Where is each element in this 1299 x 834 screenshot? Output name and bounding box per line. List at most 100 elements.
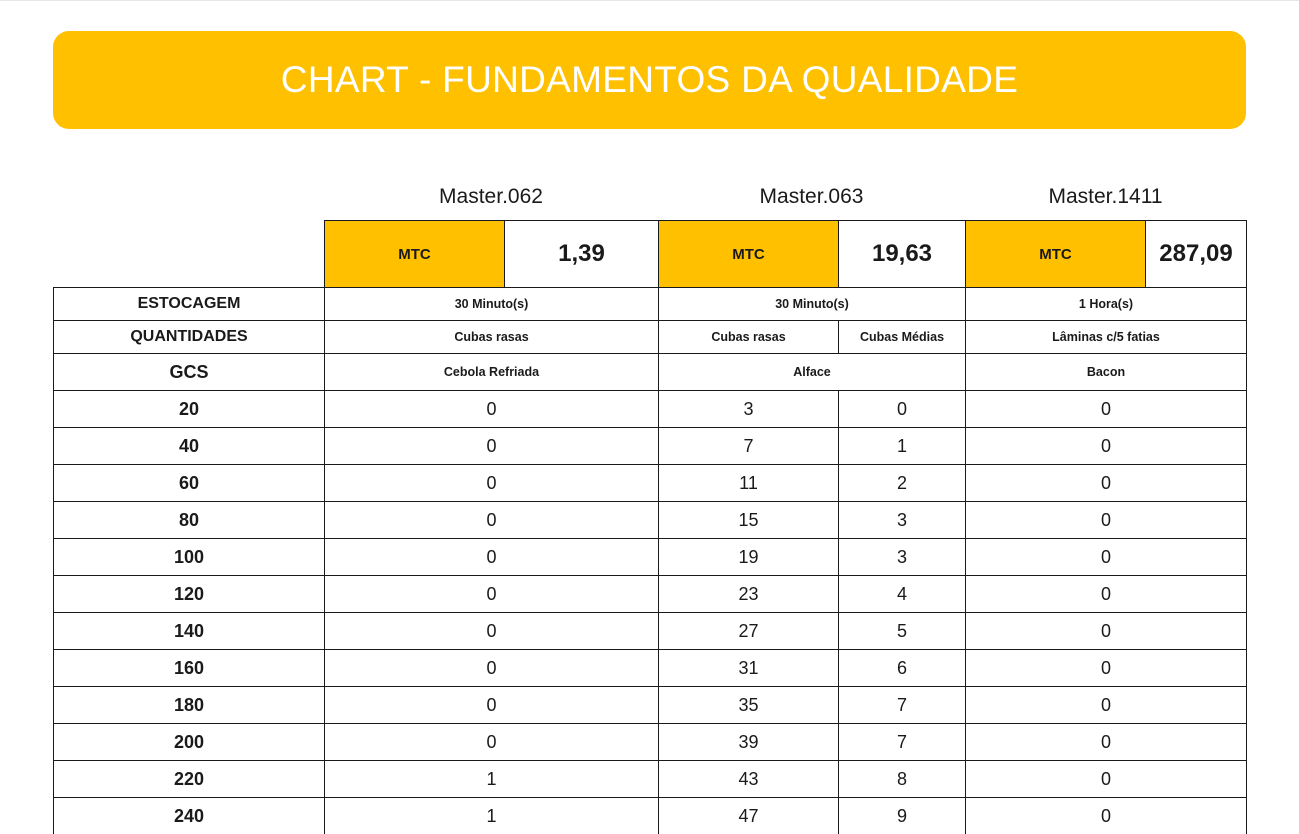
cell-alface-medias: 1 [838,427,966,465]
cell-bacon: 0 [965,390,1247,428]
mtc-value-1411: 287,09 [1145,220,1247,288]
master-1411-name: Master.1411 [1048,185,1163,208]
cell-alface-medias: 5 [838,612,966,650]
cell-alface-rasas: 19 [658,538,839,576]
cell-bacon: 0 [965,760,1247,798]
cell-alface-rasas: 27 [658,612,839,650]
cell-cebola: 0 [324,723,659,761]
estocagem-062: 30 Minuto(s) [324,287,659,321]
estocagem-label: ESTOCAGEM [53,287,325,321]
cell-alface-medias: 9 [838,797,966,834]
cell-alface-medias: 7 [838,723,966,761]
cell-alface-medias: 7 [838,686,966,724]
quantidades-label: QUANTIDADES [53,320,325,354]
cell-bacon: 0 [965,575,1247,613]
blank-cell [54,221,325,288]
cell-alface-medias: 4 [838,575,966,613]
mtc-value-062: 1,39 [504,220,659,288]
cell-alface-rasas: 7 [658,427,839,465]
cell-bacon: 0 [965,797,1247,834]
cell-alface-rasas: 3 [658,390,839,428]
gcs-value: 80 [53,501,325,539]
cell-alface-rasas: 47 [658,797,839,834]
table-row: 140 0 27 5 0 [53,612,1247,650]
gcs-value: 20 [53,390,325,428]
cell-bacon: 0 [965,612,1247,650]
gcs-value: 220 [53,760,325,798]
cell-cebola: 0 [324,649,659,687]
produto-063: Alface [658,353,966,391]
gcs-value: 40 [53,427,325,465]
cell-alface-medias: 0 [838,390,966,428]
cell-cebola: 0 [324,464,659,502]
produto-1411: Bacon [965,353,1247,391]
cell-alface-medias: 8 [838,760,966,798]
table-row: 240 1 47 9 0 [53,797,1247,834]
cell-alface-rasas: 43 [658,760,839,798]
cell-alface-medias: 3 [838,501,966,539]
cell-cebola: 1 [324,760,659,798]
gcs-value: 100 [53,538,325,576]
cell-alface-rasas: 15 [658,501,839,539]
cell-cebola: 1 [324,797,659,834]
gcs-value: 160 [53,649,325,687]
table-row: 80 0 15 3 0 [53,501,1247,539]
cell-cebola: 0 [324,612,659,650]
cell-alface-rasas: 35 [658,686,839,724]
cell-cebola: 0 [324,575,659,613]
quantidade-063-rasas: Cubas rasas [658,320,839,354]
cell-alface-rasas: 39 [658,723,839,761]
table-row: 200 0 39 7 0 [53,723,1247,761]
gcs-label: GCS [53,353,325,391]
cell-cebola: 0 [324,538,659,576]
title-banner: CHART - FUNDAMENTOS DA QUALIDADE [53,31,1246,129]
quality-chart-table: MTC 1,39 MTC 19,63 MTC 287,09 ESTOCAGEM … [53,220,1247,834]
cell-bacon: 0 [965,686,1247,724]
cell-alface-rasas: 31 [658,649,839,687]
cell-alface-medias: 3 [838,538,966,576]
table-row: 20 0 3 0 0 [53,390,1247,428]
gcs-value: 200 [53,723,325,761]
gcs-value: 140 [53,612,325,650]
gcs-value: 120 [53,575,325,613]
cell-bacon: 0 [965,464,1247,502]
cell-cebola: 0 [324,427,659,465]
gcs-value: 60 [53,464,325,502]
estocagem-063: 30 Minuto(s) [658,287,966,321]
cell-bacon: 0 [965,649,1247,687]
cell-bacon: 0 [965,427,1247,465]
cell-cebola: 0 [324,390,659,428]
quantidade-1411: Lâminas c/5 fatias [965,320,1247,354]
mtc-label-063: MTC [658,220,839,288]
table-row: 40 0 7 1 0 [53,427,1247,465]
table-row: 120 0 23 4 0 [53,575,1247,613]
cell-bacon: 0 [965,538,1247,576]
table-row: 60 0 11 2 0 [53,464,1247,502]
table-row: 160 0 31 6 0 [53,649,1247,687]
cell-alface-medias: 2 [838,464,966,502]
gcs-value: 240 [53,797,325,834]
quantidades-row: QUANTIDADES Cubas rasas Cubas rasas Cuba… [53,320,1247,354]
table-row: 100 0 19 3 0 [53,538,1247,576]
mtc-value-063: 19,63 [838,220,966,288]
mtc-label-062: MTC [324,220,505,288]
table-row: 220 1 43 8 0 [53,760,1247,798]
master-063-name: Master.063 [759,185,864,208]
cell-alface-medias: 6 [838,649,966,687]
cell-alface-rasas: 23 [658,575,839,613]
estocagem-row: ESTOCAGEM 30 Minuto(s) 30 Minuto(s) 1 Ho… [53,287,1247,321]
cell-alface-rasas: 11 [658,464,839,502]
mtc-row: MTC 1,39 MTC 19,63 MTC 287,09 [54,220,1247,288]
quantidade-063-medias: Cubas Médias [838,320,966,354]
produto-062: Cebola Refriada [324,353,659,391]
cell-bacon: 0 [965,501,1247,539]
cell-bacon: 0 [965,723,1247,761]
page-title: CHART - FUNDAMENTOS DA QUALIDADE [280,59,1019,100]
mtc-label-1411: MTC [965,220,1146,288]
gcs-header-row: GCS Cebola Refriada Alface Bacon [53,353,1247,391]
cell-cebola: 0 [324,501,659,539]
quantidade-062: Cubas rasas [324,320,659,354]
table-row: 180 0 35 7 0 [53,686,1247,724]
cell-cebola: 0 [324,686,659,724]
